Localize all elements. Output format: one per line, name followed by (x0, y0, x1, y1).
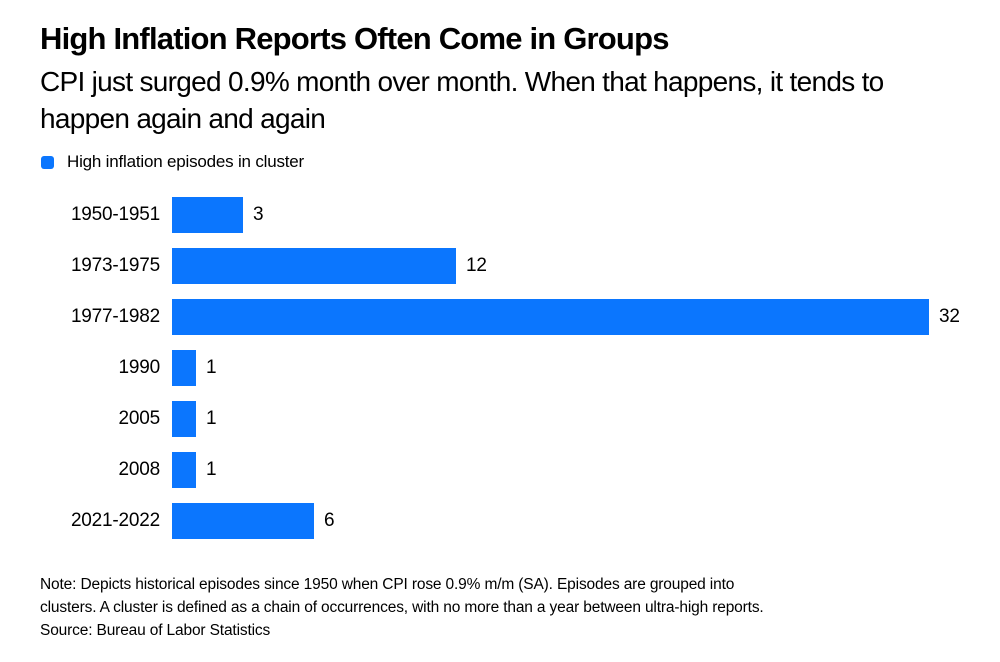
category-label: 1990 (118, 357, 161, 378)
category-label: 1950-1951 (70, 204, 160, 225)
bar-chart: 1950-1951 3 1973-1975 12 1977-1982 32 1990 1 200… (40, 197, 960, 539)
legend-label: High inflation episodes in cluster (67, 152, 305, 171)
value-label: 12 (466, 255, 487, 276)
value-label: 1 (206, 408, 217, 429)
bar-row: 2021-2022 6 (40, 503, 960, 539)
legend: High inflation episodes in cluster (40, 151, 960, 173)
chart-subtitle-line: happen again and again (40, 103, 326, 134)
category-label: 2021-2022 (70, 510, 160, 531)
bar-row: 1977-1982 32 (40, 299, 960, 335)
bar (172, 299, 929, 335)
chart-subtitle: CPI just surged 0.9% month over month. W… (40, 63, 960, 137)
footnote-line: Note: Depicts historical episodes since … (40, 576, 735, 593)
bar-row: 1990 1 (40, 350, 960, 386)
bar (172, 248, 456, 284)
value-label: 32 (939, 306, 960, 327)
source-line: Source: Bureau of Labor Statistics (40, 622, 271, 639)
bar (172, 401, 196, 437)
chart-title: High Inflation Reports Often Come in Gro… (40, 21, 669, 56)
footnote: Note: Depicts historical episodes since … (40, 573, 960, 642)
category-label: 1977-1982 (70, 306, 160, 327)
value-label: 1 (206, 459, 217, 480)
bar (172, 503, 314, 539)
category-label: 2005 (118, 408, 161, 429)
bar-row: 1950-1951 3 (40, 197, 960, 233)
bar-row: 1973-1975 12 (40, 248, 960, 284)
footnote-line: clusters. A cluster is defined as a chai… (40, 599, 764, 616)
value-label: 1 (206, 357, 217, 378)
category-label: 2008 (118, 459, 161, 480)
value-label: 3 (253, 204, 264, 225)
bar (172, 452, 196, 488)
bar (172, 350, 196, 386)
chart-subtitle-line: CPI just surged 0.9% month over month. W… (40, 66, 884, 97)
category-label: 1973-1975 (70, 255, 160, 276)
bar-row: 2005 1 (40, 401, 960, 437)
bar (172, 197, 243, 233)
bar-row: 2008 1 (40, 452, 960, 488)
value-label: 6 (324, 510, 335, 531)
legend-swatch-icon (41, 155, 54, 169)
